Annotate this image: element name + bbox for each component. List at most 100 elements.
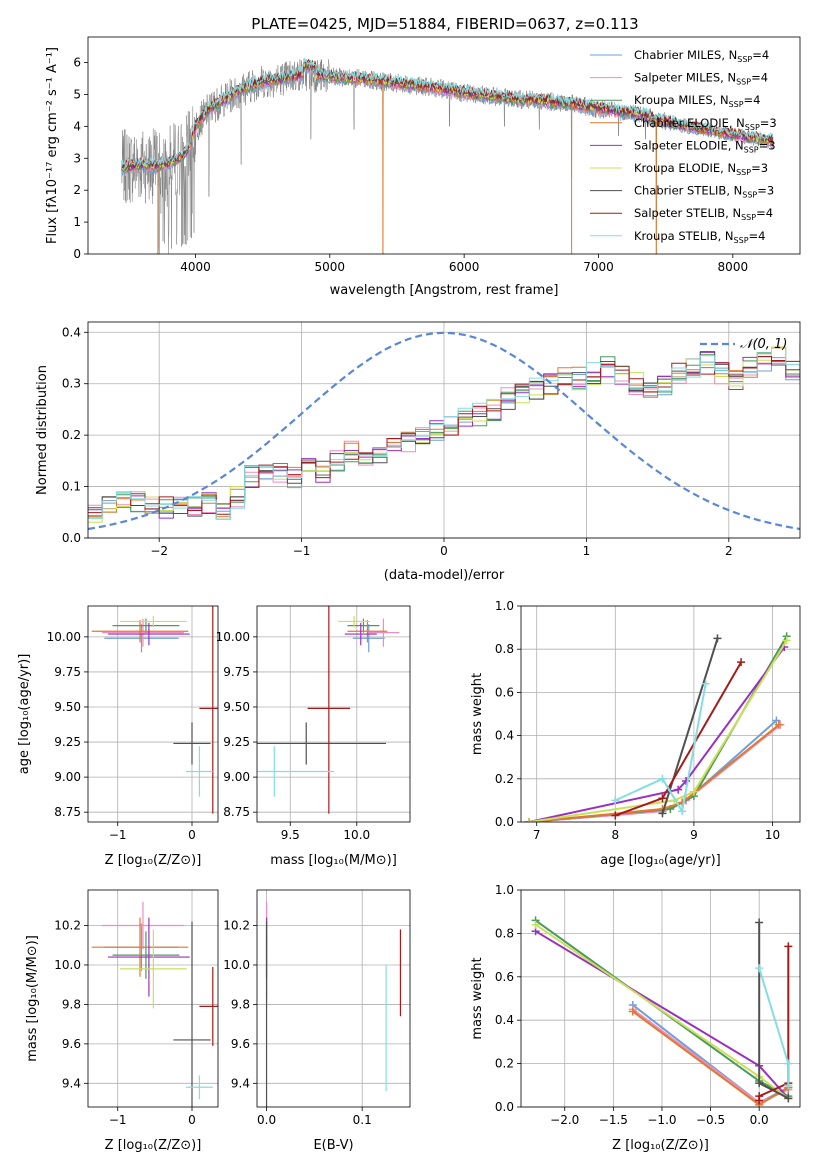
y-tick-label: 1 bbox=[73, 215, 81, 229]
mass-weight-marker bbox=[784, 942, 793, 951]
legend: Chabrier MILES, NSSP=4 Salpeter MILES, NS… bbox=[590, 48, 777, 245]
x-tick-label: 10 bbox=[765, 828, 780, 842]
mass-weight-line bbox=[758, 967, 790, 1086]
histogram-step-line bbox=[88, 342, 800, 519]
legend-label: Kroupa MILES, NSSP=4 bbox=[634, 93, 760, 109]
mass-weight-marker bbox=[658, 794, 667, 803]
axes-frame bbox=[87, 605, 219, 823]
error-bar-point bbox=[108, 917, 190, 997]
y-axis-label: Normed distribution bbox=[35, 365, 50, 495]
error-bar-point bbox=[186, 746, 213, 797]
mass-weight-marker bbox=[784, 1094, 793, 1103]
mass-weight-marker bbox=[755, 964, 764, 973]
y-tick-label: 0.4 bbox=[495, 1013, 514, 1027]
legend-label: Salpeter MILES, NSSP=4 bbox=[634, 71, 768, 87]
y-tick-label: 2 bbox=[73, 183, 81, 197]
error-bar-point bbox=[173, 921, 211, 1107]
x-tick-label: 5000 bbox=[315, 260, 346, 274]
mass-weight-marker bbox=[674, 785, 683, 794]
error-bar-point bbox=[347, 618, 380, 633]
plot-area bbox=[91, 901, 218, 1107]
x-tick-label: 7 bbox=[533, 828, 541, 842]
mass-weight-line bbox=[528, 724, 782, 822]
x-tick-label: −1 bbox=[109, 1113, 127, 1127]
y-tick-label: 0.4 bbox=[495, 729, 514, 743]
panel-age-vs-mass: 9.5 10.0 8.75 9.00 9.25 9.50 9.75 10.00 mass [lo… bbox=[216, 605, 411, 868]
error-bar-point bbox=[199, 966, 218, 1046]
y-tick-label: 9.25 bbox=[54, 735, 81, 749]
error-bar-point bbox=[112, 931, 180, 979]
mass-weight-marker bbox=[784, 1059, 793, 1068]
y-tick-label: 0.4 bbox=[62, 325, 81, 339]
mass-weight-marker bbox=[755, 918, 764, 927]
x-tick-label: 7000 bbox=[583, 260, 614, 274]
error-bar-point bbox=[91, 620, 189, 643]
x-tick-label: 0.0 bbox=[257, 1113, 276, 1127]
y-tick-label: 6 bbox=[73, 56, 81, 70]
x-tick-label: 0.0 bbox=[750, 1113, 769, 1127]
error-bar-point bbox=[367, 618, 400, 647]
axes-frame bbox=[87, 321, 801, 539]
plot-area bbox=[257, 606, 400, 814]
y-tick-label: 0.0 bbox=[495, 815, 514, 829]
panel-mass-vs-Z: −1 0 9.4 9.6 9.8 10.0 10.2 Z [log₁₀(Z/Z⊙)] mass … bbox=[25, 889, 219, 1153]
y-tick-label: 0.8 bbox=[495, 642, 514, 656]
y-tick-label: 0 bbox=[73, 247, 81, 261]
y-tick-label: 9.50 bbox=[54, 700, 81, 714]
x-tick-label: 0 bbox=[188, 1113, 196, 1127]
y-axis-label: mass weight bbox=[470, 673, 485, 755]
y-tick-label: 9.6 bbox=[231, 1037, 250, 1051]
mass-weight-line bbox=[614, 683, 707, 814]
legend-label: Kroupa STELIB, NSSP=4 bbox=[634, 229, 765, 245]
panel-massweight-vs-Z: −2.0 −1.5 −1.0 −0.5 0.0 0.0 0.2 0.4 0.6 0.8 1.0 Z [… bbox=[470, 883, 801, 1153]
y-tick-label: 0.2 bbox=[495, 772, 514, 786]
axis-ticks: −2.0 −1.5 −1.0 −0.5 0.0 0.0 0.2 0.4 0.6 0.8 1.0 bbox=[495, 883, 769, 1127]
y-tick-label: 0.1 bbox=[62, 480, 81, 494]
x-tick-label: 0.1 bbox=[353, 1113, 372, 1127]
panel-residuals: −2 −1 0 1 2 0.0 0.1 0.2 0.3 0.4 (data-model)/error… bbox=[35, 321, 801, 583]
x-axis-label: wavelength [Angstrom, rest frame] bbox=[330, 283, 559, 298]
error-bar-point bbox=[199, 606, 218, 814]
error-bar-point bbox=[108, 622, 190, 646]
mass-weight-line bbox=[528, 646, 786, 822]
x-axis-label: (data-model)/error bbox=[384, 568, 505, 583]
x-tick-label: −1.5 bbox=[599, 1113, 628, 1127]
x-axis-label: Z [log₁₀(Z/Z⊙)] bbox=[105, 1138, 202, 1153]
histogram-step-line bbox=[88, 350, 800, 514]
y-axis-label: mass weight bbox=[470, 957, 485, 1039]
y-tick-label: 9.4 bbox=[231, 1076, 250, 1090]
legend-label: 𝒩(0, 1) bbox=[740, 337, 787, 352]
axis-ticks: 0.0 0.1 9.4 9.6 9.8 10.0 10.2 bbox=[223, 919, 371, 1127]
plot-area bbox=[531, 916, 793, 1107]
mass-weight-marker bbox=[774, 720, 783, 729]
plot-area bbox=[88, 331, 800, 531]
error-bar-point bbox=[352, 624, 385, 653]
mass-weight-line bbox=[661, 638, 719, 814]
mass-weight-marker bbox=[531, 920, 540, 929]
mass-weight-marker bbox=[784, 1081, 793, 1090]
x-axis-label: Z [log₁₀(Z/Z⊙)] bbox=[105, 853, 202, 868]
panel-spectrum: 4000 5000 6000 7000 8000 0 1 2 3 4 5 6 wavelength [A… bbox=[45, 36, 801, 298]
error-bar-point bbox=[344, 622, 377, 646]
x-tick-label: 6000 bbox=[449, 260, 480, 274]
y-tick-label: 10.2 bbox=[54, 919, 81, 933]
y-tick-label: 0.0 bbox=[62, 531, 81, 545]
axes-frame bbox=[87, 889, 219, 1108]
panel-massweight-vs-age: 7 8 9 10 0.0 0.2 0.4 0.6 0.8 1.0 age [log₁₀(age/yr… bbox=[470, 599, 801, 868]
y-tick-label: 3 bbox=[73, 151, 81, 165]
axes-frame bbox=[87, 36, 801, 255]
error-bar-point bbox=[338, 615, 371, 628]
legend-label: Salpeter STELIB, NSSP=4 bbox=[634, 206, 773, 222]
mass-weight-marker bbox=[678, 807, 687, 816]
x-tick-label: 9.5 bbox=[281, 828, 300, 842]
plot-area bbox=[121, 58, 774, 254]
axis-ticks: −1 0 8.75 9.00 9.25 9.50 9.75 10.00 bbox=[47, 630, 196, 842]
error-bar-point bbox=[347, 620, 388, 643]
mass-weight-marker bbox=[737, 658, 746, 667]
error-bar-point bbox=[102, 901, 184, 950]
y-tick-label: 4 bbox=[73, 119, 81, 133]
y-tick-label: 10.0 bbox=[223, 958, 250, 972]
error-bar-point bbox=[91, 917, 189, 977]
x-tick-label: −2 bbox=[150, 544, 168, 558]
